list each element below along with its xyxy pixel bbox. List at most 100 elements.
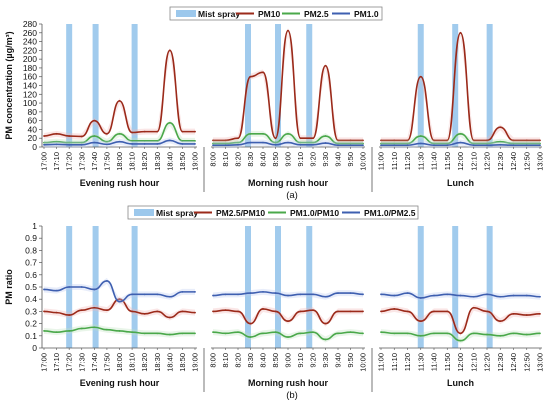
data-point — [299, 143, 302, 146]
data-point — [419, 334, 422, 337]
x-tick-label: 11:20 — [403, 152, 412, 170]
data-point — [299, 293, 302, 296]
x-tick-label: 8:10 — [221, 353, 230, 368]
x-tick-label: 8:10 — [221, 152, 230, 167]
data-point — [349, 142, 352, 145]
data-point — [433, 139, 435, 142]
data-point — [525, 142, 528, 145]
data-point — [93, 326, 96, 329]
data-point — [262, 332, 264, 335]
data-point — [80, 143, 83, 146]
data-point — [93, 288, 96, 291]
x-tick-label: 8:50 — [271, 353, 280, 368]
legend-label: PM1.0/PM2.5 — [364, 208, 416, 218]
x-tick-label: 9:10 — [296, 353, 305, 368]
panel-label: Evening rush hour — [80, 178, 160, 188]
data-point — [194, 143, 196, 145]
y-tick-label: 0.9 — [25, 233, 37, 243]
data-point — [212, 310, 214, 313]
data-point — [362, 144, 364, 147]
data-point — [80, 327, 83, 330]
data-point — [406, 139, 409, 142]
x-tick-label: 12:20 — [483, 353, 492, 372]
x-tick-label: 11:40 — [430, 152, 439, 170]
x-tick-label: 17:20 — [65, 152, 74, 171]
data-point — [525, 144, 528, 147]
data-point — [118, 330, 121, 332]
data-point — [380, 142, 382, 145]
data-point — [194, 130, 196, 133]
data-point — [131, 293, 133, 296]
data-point — [106, 328, 108, 331]
data-point — [499, 143, 502, 146]
x-tick-label: 17:50 — [102, 353, 111, 372]
data-point — [80, 286, 83, 288]
data-point — [194, 332, 196, 335]
x-tick-label: 12:10 — [469, 152, 478, 171]
y-tick-label: 120 — [23, 89, 37, 99]
data-point — [68, 143, 71, 146]
data-point — [194, 311, 196, 314]
x-tick-label: 11:50 — [443, 353, 452, 371]
data-point — [80, 309, 83, 312]
x-tick-label: 9:50 — [346, 353, 355, 368]
x-tick-label: 12:00 — [456, 152, 465, 171]
data-point — [55, 143, 58, 146]
data-point — [472, 139, 475, 142]
data-point — [324, 64, 327, 67]
legend-label: PM2.5 — [304, 9, 329, 19]
data-point — [362, 139, 364, 142]
y-axis: 0 0.1 0.2 0.3 0.4 0.5 0.6 0.7 0.8 0.9 1 PM ratio — [4, 221, 43, 353]
data-point — [106, 280, 108, 282]
x-tick-label: 9:20 — [309, 152, 318, 167]
data-point — [525, 333, 528, 336]
y-tick-label: 0 — [32, 343, 37, 353]
data-point — [287, 294, 289, 297]
data-point — [459, 294, 462, 297]
data-point — [274, 310, 277, 313]
x-tick-label: 17:40 — [90, 353, 99, 372]
legend-label: PM10 — [258, 9, 280, 19]
data-point — [131, 331, 133, 334]
data-point — [168, 295, 171, 298]
data-point — [337, 144, 339, 147]
data-point — [131, 139, 133, 142]
data-point — [499, 334, 502, 337]
data-point — [312, 141, 314, 144]
data-point — [237, 293, 239, 296]
data-point — [287, 336, 289, 338]
data-point — [525, 139, 528, 142]
x-tick-label: 19:00 — [191, 353, 200, 372]
data-point — [249, 75, 252, 78]
data-point — [349, 331, 352, 334]
data-point — [499, 320, 502, 323]
y-tick-label: 20 — [28, 133, 38, 143]
data-point — [237, 143, 239, 146]
data-point — [118, 132, 121, 135]
data-point — [446, 293, 449, 296]
data-point — [287, 29, 289, 32]
data-point — [80, 135, 83, 138]
data-point — [459, 332, 462, 335]
data-point — [539, 142, 541, 145]
x-tick-label: 12:40 — [509, 353, 518, 372]
legend-label: PM2.5/PM10 — [216, 208, 265, 218]
y-tick-label: 160 — [23, 72, 37, 82]
series-error-band — [213, 305, 363, 327]
x-tick-label: 17:40 — [90, 152, 99, 171]
x-tick-label: 17:30 — [77, 152, 86, 171]
data-point — [380, 144, 382, 147]
data-point — [337, 139, 339, 142]
y-axis-title: PM ratio — [4, 269, 14, 305]
y-tick-label: 0 — [32, 142, 37, 152]
panel-label: Evening rush hour — [80, 378, 160, 388]
data-point — [539, 139, 541, 142]
data-point — [55, 331, 58, 334]
data-point — [380, 139, 382, 142]
data-point — [143, 312, 146, 315]
data-point — [539, 144, 541, 147]
data-point — [433, 332, 435, 335]
data-point — [433, 310, 435, 313]
x-tick-label: 9:30 — [321, 152, 330, 167]
